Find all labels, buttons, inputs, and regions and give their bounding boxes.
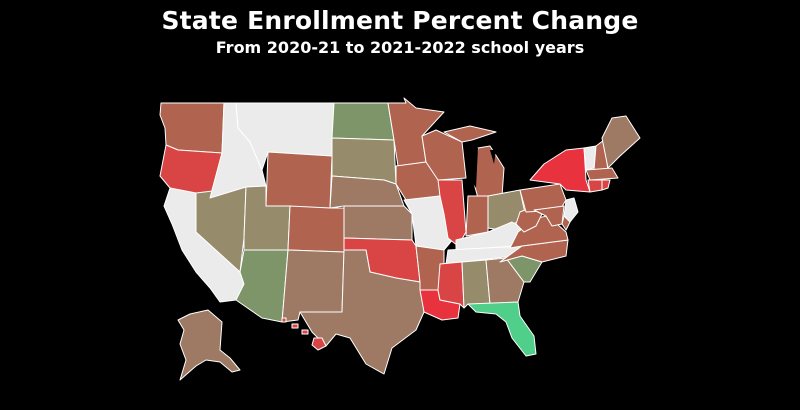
state-NM [281,249,345,323]
state-RI [601,179,611,191]
state-AK [177,309,241,381]
state-AZ [235,249,289,323]
state-WA [159,102,225,154]
state-WI [421,129,467,181]
state-TX [299,249,425,375]
state-NJ [563,197,579,223]
map-subtitle: From 2020-21 to 2021-2022 school years [215,38,585,57]
state-ME [601,115,641,169]
state-PA [519,183,567,213]
state-WY [265,151,333,209]
map-title: State Enrollment Percent Change [161,6,639,35]
state-IL [437,179,467,247]
state-ND [331,102,395,141]
state-KS [343,205,413,241]
state-CO [287,205,345,253]
state-HI-islands [281,317,309,335]
state-IN [465,195,489,237]
lake-michigan [468,148,478,188]
state-AL [461,259,491,309]
state-MD [533,205,565,227]
state-CT [587,179,603,193]
state-NY [529,147,591,193]
state-FL [467,301,537,357]
state-MA [585,167,619,181]
lake-huron-bay [490,150,496,164]
state-MN [387,97,445,167]
state-MI-upper [443,125,497,143]
state-HI [311,337,327,351]
